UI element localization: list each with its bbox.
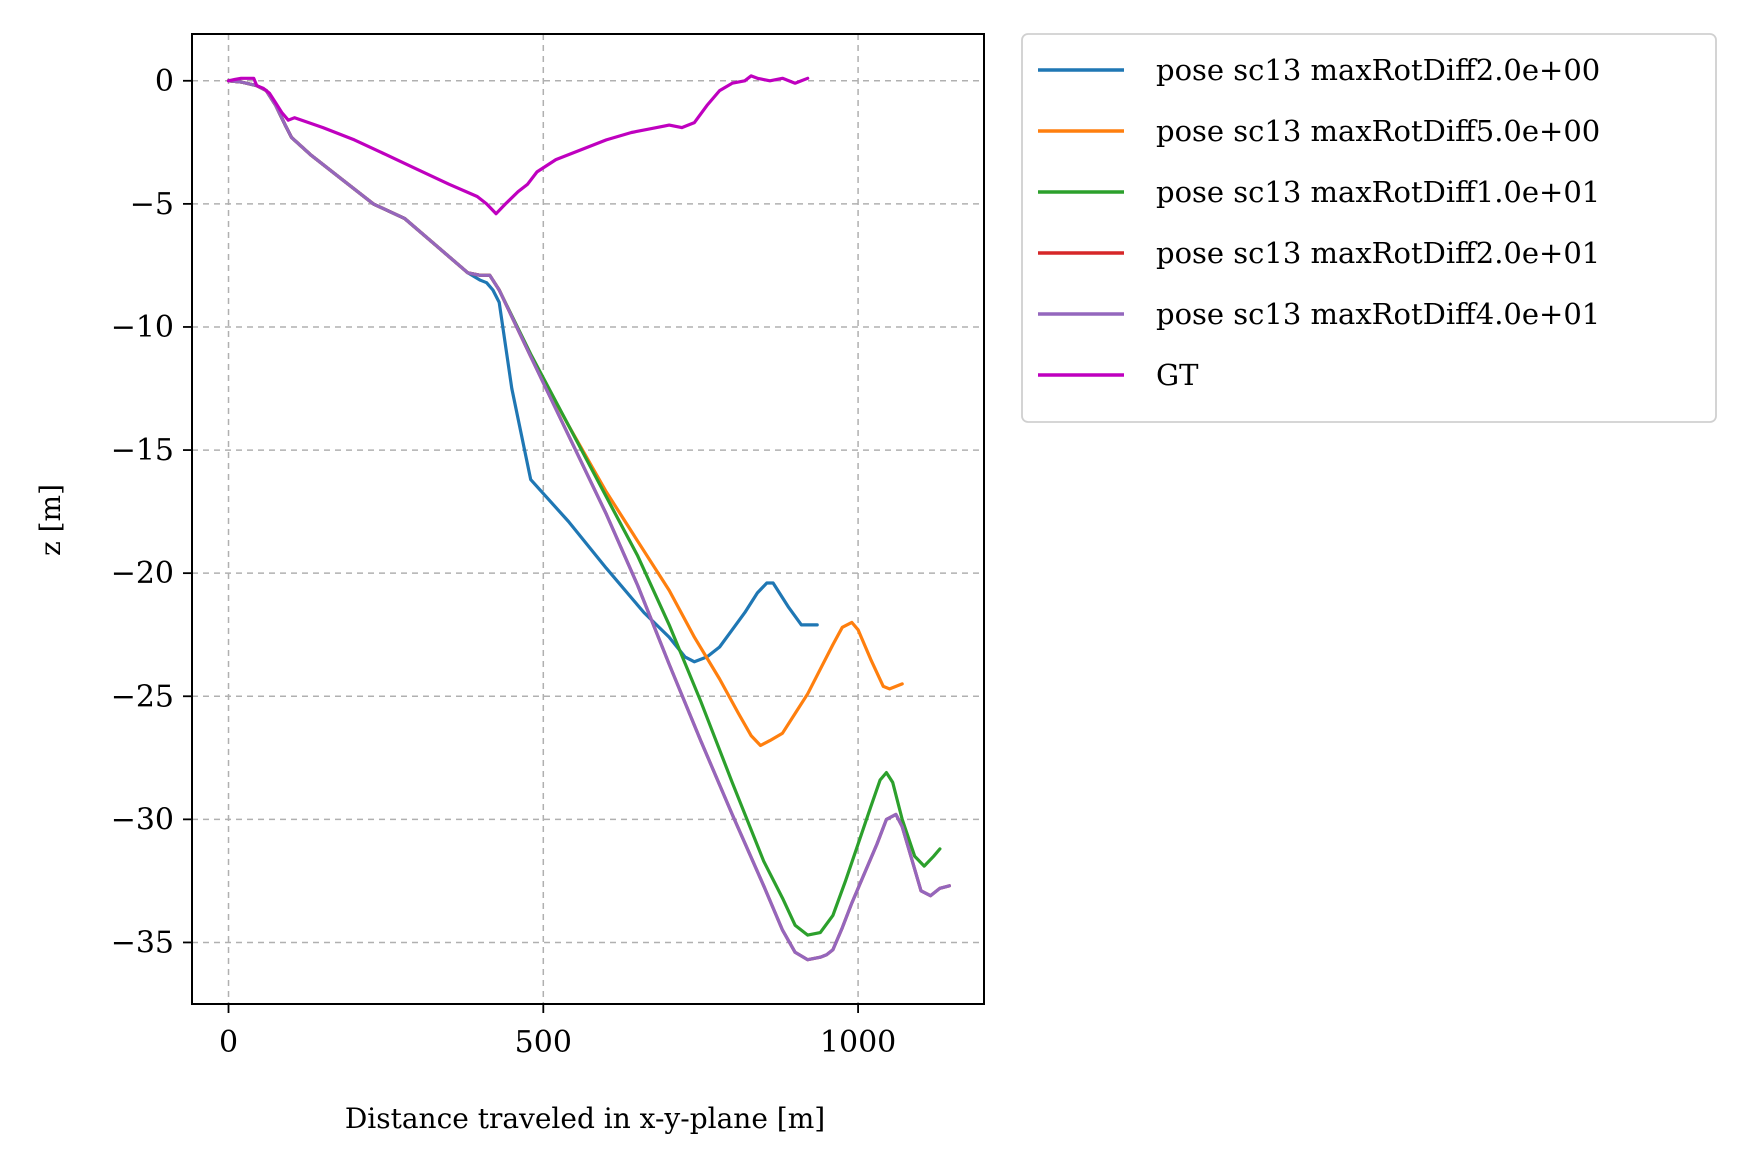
legend-label: pose sc13 maxRotDiff4.0e+01 xyxy=(1156,297,1600,331)
legend-label: pose sc13 maxRotDiff5.0e+00 xyxy=(1156,114,1600,148)
legend: pose sc13 maxRotDiff2.0e+00 pose sc13 max… xyxy=(1021,33,1717,423)
series-line-5 xyxy=(226,79,952,962)
x-axis-ticks: 0 500 1000 xyxy=(219,1004,896,1060)
y-tick-label: −20 xyxy=(111,556,174,591)
y-tick-label: −5 xyxy=(130,187,174,222)
plot-frame xyxy=(191,33,985,1005)
y-tick-label: −35 xyxy=(111,925,174,960)
x-tick-label: 0 xyxy=(219,1025,238,1060)
y-tick-label: −10 xyxy=(111,310,174,345)
series-line-6 xyxy=(226,74,810,216)
grid xyxy=(192,34,984,1004)
y-tick-label: −15 xyxy=(111,433,174,468)
legend-label: pose sc13 maxRotDiff1.0e+01 xyxy=(1156,175,1600,209)
legend-label: pose sc13 maxRotDiff2.0e+00 xyxy=(1156,53,1600,87)
y-tick-label: −25 xyxy=(111,679,174,714)
y-axis-ticks: 0 −5 −10 −15 −20 −25 −30 −35 xyxy=(111,64,192,960)
y-axis-label: z [m] xyxy=(34,484,67,556)
series-layer xyxy=(226,74,952,962)
y-tick-label: −30 xyxy=(111,802,174,837)
legend-label: GT xyxy=(1156,358,1199,392)
y-tick-label: 0 xyxy=(155,64,174,99)
x-tick-label: 1000 xyxy=(820,1025,896,1060)
legend-frame xyxy=(1021,33,1717,423)
x-axis-label: Distance traveled in x-y-plane [m] xyxy=(345,1102,825,1135)
legend-label: pose sc13 maxRotDiff2.0e+01 xyxy=(1156,236,1600,270)
x-tick-label: 500 xyxy=(515,1025,572,1060)
